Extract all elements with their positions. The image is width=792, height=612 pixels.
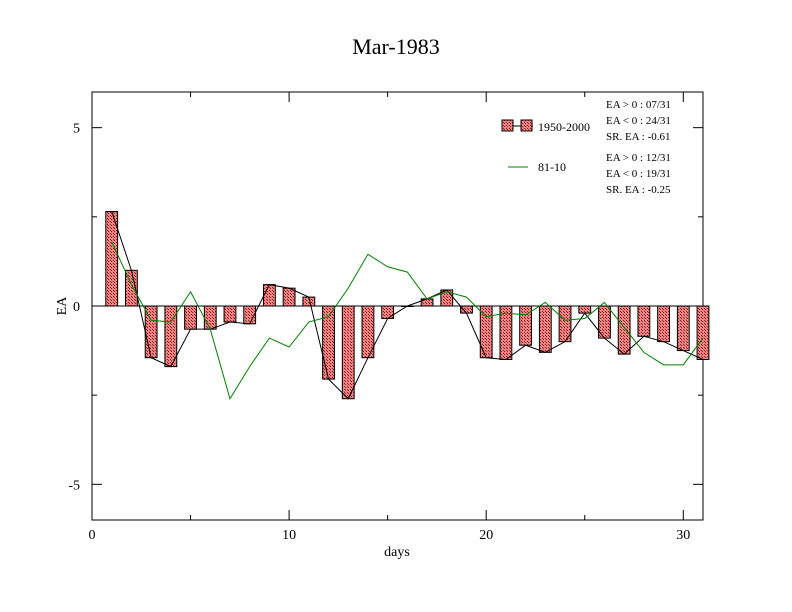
plot-area: 0 10 20 30 -5 0 5 — [68, 91, 710, 543]
legend: 1950-2000 81-10 EA > 0 : 07/31 EA < 0 : 24/… — [501, 99, 671, 196]
bar — [617, 305, 631, 355]
y-tick-label: 5 — [73, 122, 80, 137]
stats-line: EA > 0 : 07/31 — [606, 99, 671, 111]
y-tick-label: -5 — [68, 478, 80, 493]
bar — [637, 305, 651, 337]
bar — [538, 305, 552, 353]
stats-line: SR. EA : -0.61 — [606, 131, 670, 143]
bar — [460, 305, 473, 314]
stats-line: SR. EA : -0.25 — [606, 184, 671, 196]
bar — [578, 305, 592, 314]
bar — [223, 305, 237, 323]
bar — [381, 305, 395, 319]
legend-swatch-1950-2000 — [501, 119, 514, 132]
bar — [676, 305, 690, 352]
bar — [479, 305, 493, 359]
x-axis-label: days — [384, 545, 410, 560]
legend-swatch-1950-2000 — [520, 119, 533, 132]
x-tick-label: 20 — [479, 528, 493, 543]
series-line-81-10 — [111, 241, 704, 400]
series-line-1950-2000 — [111, 211, 704, 400]
legend-label-1950-2000: 1950-2000 — [538, 120, 590, 134]
bar — [696, 305, 710, 360]
stats-line: EA < 0 : 19/31 — [606, 168, 671, 180]
bar — [282, 287, 296, 307]
bar — [657, 305, 670, 343]
x-tick-label: 0 — [89, 528, 96, 543]
legend-label-81-10: 81-10 — [538, 160, 566, 174]
bar — [105, 210, 119, 307]
bar — [203, 305, 217, 330]
chart-title: Mar-1983 — [352, 34, 440, 59]
x-tick-label: 10 — [282, 528, 296, 543]
bar — [341, 305, 355, 400]
bar — [184, 305, 197, 330]
stats-line: EA > 0 : 12/31 — [606, 152, 671, 164]
y-tick-label: 0 — [73, 300, 80, 315]
y-axis-label: EA — [55, 296, 70, 316]
bar — [262, 284, 276, 307]
stats-line: EA < 0 : 24/31 — [606, 115, 671, 127]
x-tick-label: 30 — [676, 528, 690, 543]
